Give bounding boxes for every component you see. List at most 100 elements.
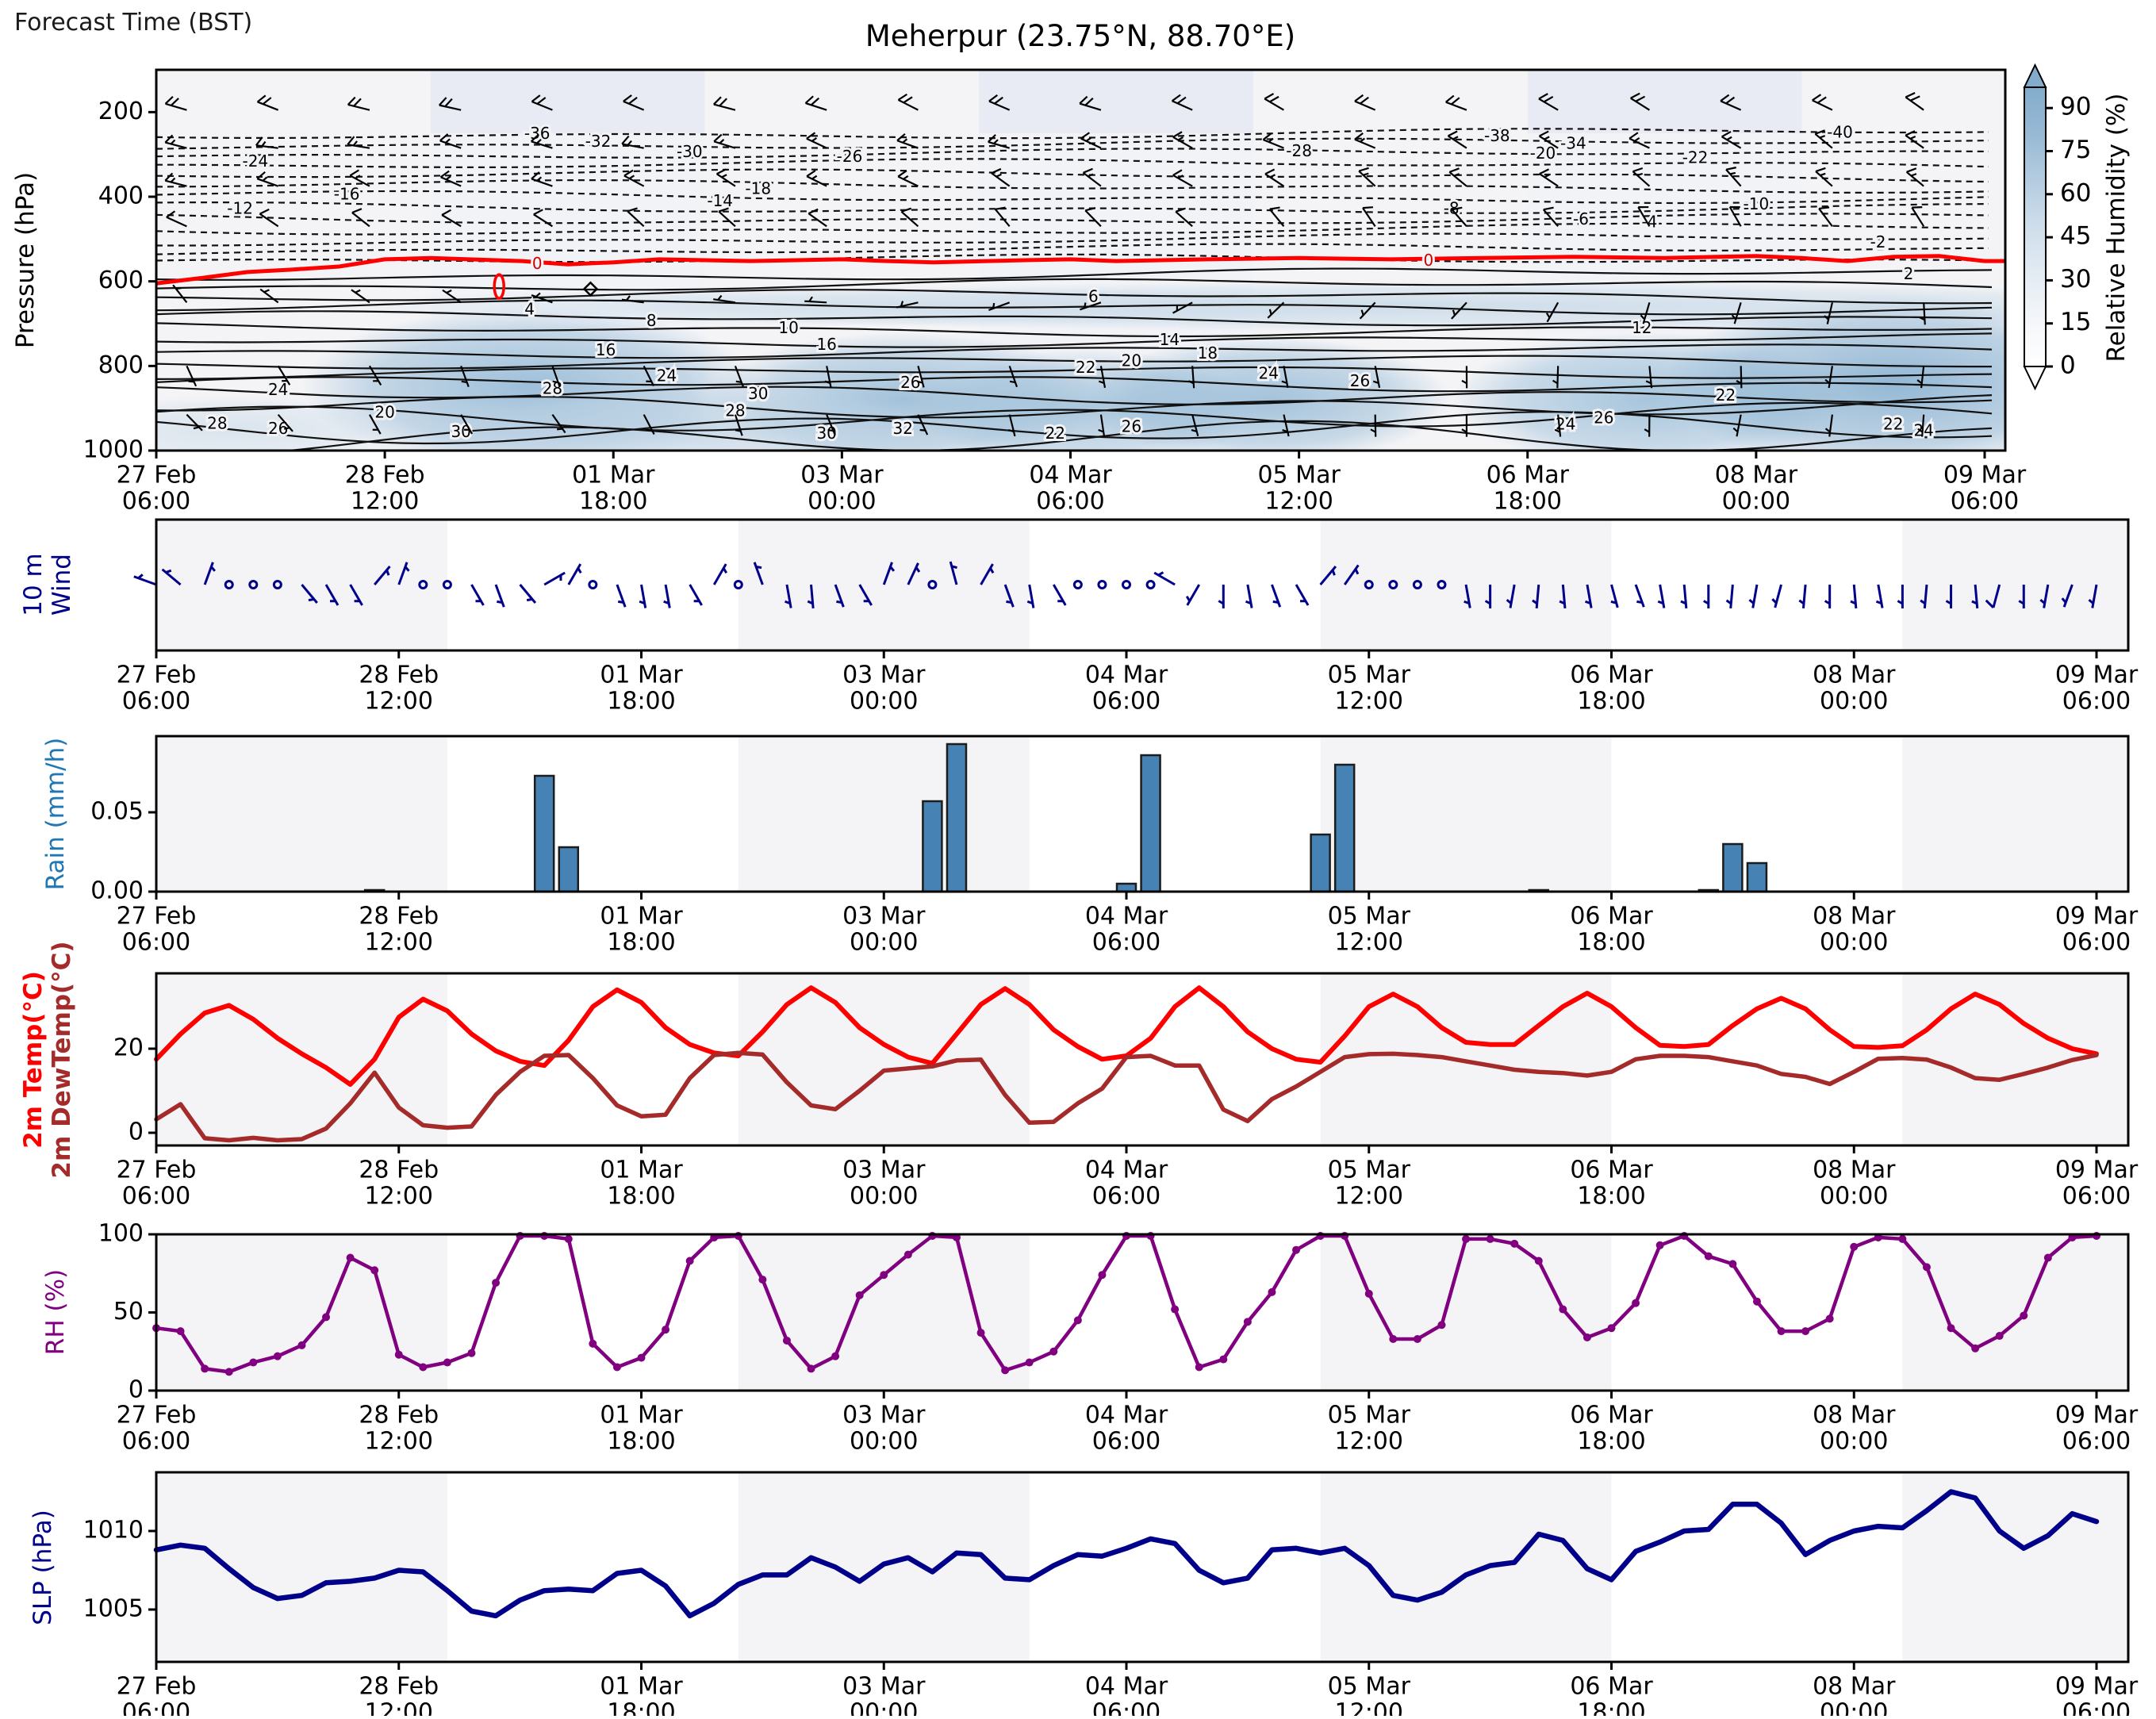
contour-label: -16 <box>334 184 360 203</box>
x-tick-label-time: 06:00 <box>1036 488 1104 516</box>
rh-marker <box>1049 1348 1057 1356</box>
rh-marker <box>1923 1263 1931 1271</box>
rain-bar <box>1311 835 1330 892</box>
contour-label: 26 <box>1594 409 1613 428</box>
pressure-tick-label: 1000 <box>83 436 144 464</box>
x-tick-label-time: 00:00 <box>850 1699 918 1717</box>
x-tick-label-date: 04 Mar <box>1085 662 1168 689</box>
wind-barb-half-feather <box>1730 173 1736 174</box>
rh-marker <box>1850 1243 1858 1251</box>
rh-marker <box>1728 1260 1736 1268</box>
x-tick-label-date: 03 Mar <box>842 1402 926 1429</box>
x-tick-label-date: 03 Mar <box>800 462 884 489</box>
rh-marker <box>1632 1299 1640 1307</box>
contour-label: -22 <box>1682 148 1709 167</box>
x-tick-label-time: 06:00 <box>122 1183 190 1211</box>
x-tick-label-time: 06:00 <box>2062 1428 2131 1456</box>
rain-bar <box>1335 765 1354 892</box>
temp-tick-label: 20 <box>113 1034 144 1062</box>
calm-wind-circle <box>1074 581 1081 589</box>
x-tick-label-date: 05 Mar <box>1328 1402 1411 1429</box>
x-tick-label-date: 04 Mar <box>1085 1402 1168 1429</box>
x-tick-label-time: 00:00 <box>850 929 918 957</box>
rh-marker <box>443 1359 451 1367</box>
x-tick-label-date: 06 Mar <box>1570 1402 1653 1429</box>
x-tick-label-time: 06:00 <box>1951 488 2019 516</box>
rh-marker <box>419 1363 427 1371</box>
contour-label: 8 <box>646 311 657 330</box>
contour-label: 28 <box>543 379 562 398</box>
calm-wind-circle <box>589 581 597 589</box>
x-tick-label-date: 09 Mar <box>2055 1673 2139 1701</box>
x-tick-label-date: 08 Mar <box>1813 1673 1896 1701</box>
rh-marker <box>1608 1324 1616 1332</box>
panel-border <box>156 973 2128 1145</box>
contour-label: -20 <box>1530 144 1556 163</box>
x-tick-label-date: 08 Mar <box>1813 903 1896 930</box>
x-tick-label-time: 00:00 <box>1722 488 1790 516</box>
dewtemp-axis-label: 2m DewTemp(°C) <box>48 941 76 1178</box>
x-tick-label-date: 28 Feb <box>359 1673 439 1701</box>
contour-label: -28 <box>1286 141 1312 160</box>
rh-marker <box>638 1354 646 1362</box>
x-tick-label-time: 06:00 <box>2062 929 2131 957</box>
contour-label: -12 <box>227 199 253 218</box>
colorbar-tick-label: 75 <box>2060 136 2091 164</box>
contour-label: 20 <box>374 403 394 422</box>
rh-marker <box>880 1271 888 1279</box>
wind-barb-half-feather <box>176 288 182 289</box>
rh-marker <box>1414 1335 1421 1343</box>
rh-marker <box>1122 1232 1130 1240</box>
x-tick-label-date: 06 Mar <box>1570 1673 1653 1701</box>
x-tick-label-time: 06:00 <box>122 488 190 516</box>
x-tick-label-date: 08 Mar <box>1715 462 1798 489</box>
contour-label: 24 <box>268 380 288 399</box>
wind-barb-staff <box>569 564 581 585</box>
contour-label: 28 <box>207 413 227 432</box>
rh-marker <box>1244 1318 1252 1326</box>
forecast-time-corner-label: Forecast Time (BST) <box>14 9 252 36</box>
wind-barb-half-feather <box>1084 303 1085 309</box>
wind-barb-staff <box>1248 585 1252 608</box>
x-tick-label-time: 12:00 <box>1264 488 1333 516</box>
wind-axis-label-line1: 10 m <box>19 553 48 616</box>
wind-barb-staff <box>1684 585 1686 608</box>
wind-barb-staff <box>1741 366 1742 388</box>
x-tick-label-date: 08 Mar <box>1813 1157 1896 1184</box>
rain-tick-label: 0.00 <box>90 877 144 905</box>
wind-barb-staff <box>134 577 156 585</box>
contour-label: 24 <box>657 366 677 386</box>
x-tick-label-time: 06:00 <box>122 688 190 716</box>
wind-barb-staff <box>1187 585 1199 605</box>
x-tick-label-date: 28 Feb <box>359 662 439 689</box>
wind-barb-half-feather <box>309 599 314 600</box>
rh-marker <box>1535 1257 1543 1264</box>
colorbar-label: Relative Humidity (%) <box>2102 94 2131 363</box>
contour-label: 22 <box>1076 358 1095 377</box>
day-night-band <box>738 1234 1030 1391</box>
x-tick-label-date: 03 Mar <box>842 662 926 689</box>
x-tick-label-time: 00:00 <box>808 488 876 516</box>
rh-marker <box>1898 1235 1906 1243</box>
rh-marker <box>928 1232 936 1240</box>
x-tick-label-time: 06:00 <box>2062 1699 2131 1717</box>
x-tick-label-time: 12:00 <box>1335 1699 1403 1717</box>
colorbar-arrow-bottom <box>2024 366 2046 389</box>
pressure-tick-label: 400 <box>98 182 144 210</box>
wind-barb-half-feather <box>993 303 994 309</box>
rh-marker <box>686 1257 694 1264</box>
rh-marker <box>1292 1246 1300 1254</box>
wind-barb-staff <box>1878 585 1882 608</box>
rh-tick-label: 0 <box>129 1376 144 1404</box>
x-tick-label-time: 00:00 <box>1820 688 1888 716</box>
x-tick-label-time: 12:00 <box>365 1699 433 1717</box>
wind-barb-half-feather <box>735 430 741 431</box>
cross-section-plot: -36-32-30-28-26-24-38-34-40-20-22-18-16-… <box>42 70 2156 472</box>
rh-marker <box>977 1329 985 1337</box>
x-tick-label-date: 28 Feb <box>359 1157 439 1184</box>
contour-label: -30 <box>677 142 703 161</box>
x-tick-label-date: 01 Mar <box>600 1402 683 1429</box>
x-tick-label-date: 27 Feb <box>117 1673 197 1701</box>
